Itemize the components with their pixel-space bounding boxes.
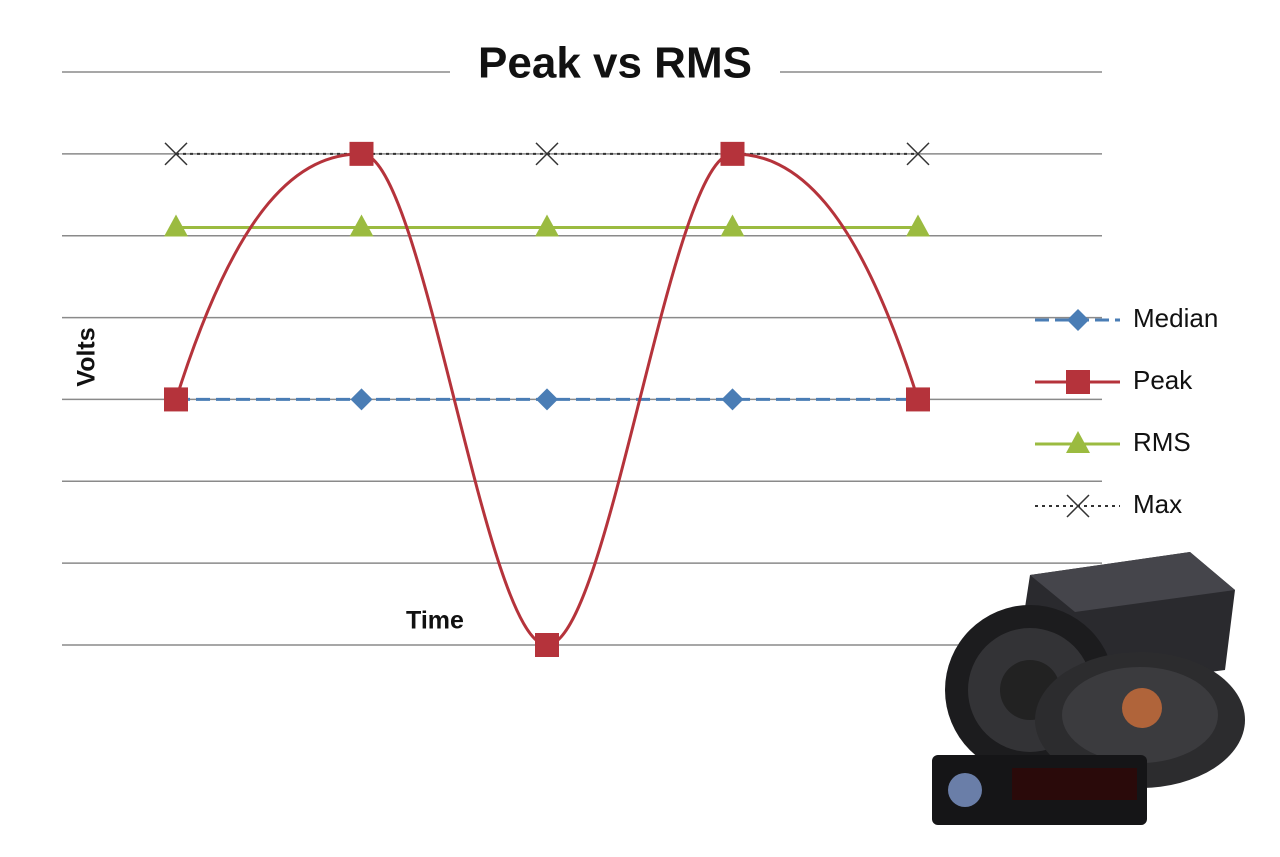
legend-label: Peak [1133,365,1193,395]
marker [350,388,373,411]
legend-label: Max [1133,489,1182,519]
legend-label: RMS [1133,427,1191,457]
marker [164,142,188,166]
series [164,141,930,657]
marker [349,141,374,166]
marker [349,214,374,237]
series [164,214,930,237]
marker [720,141,745,166]
marker [906,214,930,237]
marker [536,388,558,411]
legend-item: RMS [1035,427,1191,457]
marker [535,214,559,237]
marker [1066,494,1090,518]
marker [906,142,930,166]
legend-item: Max [1035,489,1182,519]
marker [906,387,930,412]
marker [720,214,745,237]
title-backdrop [450,40,780,95]
marker [1066,431,1090,453]
legend-item: Peak [1035,365,1193,395]
marker [1066,370,1090,394]
grid [62,71,1102,646]
car-audio-illustration [932,552,1245,825]
marker [721,388,744,411]
x-axis-label: Time [406,607,464,635]
marker [164,387,188,412]
marker [535,633,559,657]
legend-item: Median [1035,303,1218,333]
marker [535,142,559,166]
chart-title: Peak vs RMS [478,39,752,88]
marker [164,214,188,237]
marker [1067,309,1089,331]
y-axis-label: Volts [73,327,101,386]
legend-label: Median [1133,303,1218,333]
